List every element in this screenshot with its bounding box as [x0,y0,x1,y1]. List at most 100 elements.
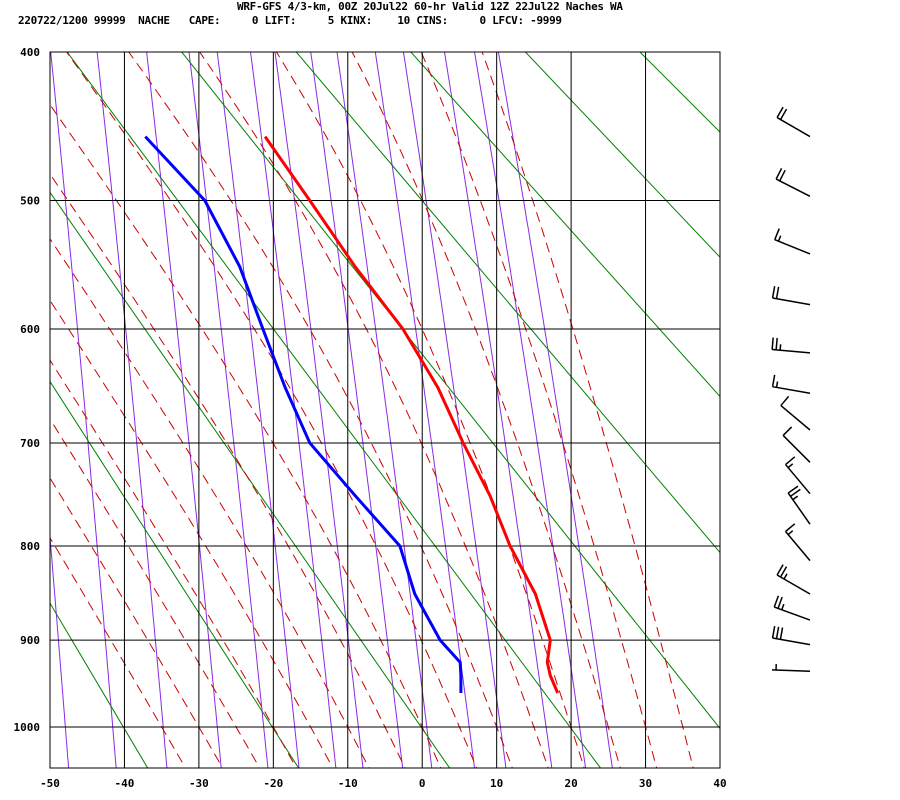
temperature-profile-line [263,135,560,694]
wind-barb-staff [772,385,811,395]
dry-adiabat-line [50,191,451,768]
wind-barb-staff [784,531,811,562]
wind-barb-staff [776,116,811,138]
moist-adiabat-line [50,477,224,768]
wind-barb-staff [774,606,811,621]
wind-barb-staff [776,574,811,595]
mixing-ratio-line [216,52,300,768]
wind-barb-feather [790,488,801,497]
moist-adiabat-line [50,103,442,768]
x-tick-label: -20 [263,777,283,790]
mixing-ratio-line [50,52,117,768]
x-tick-label: 40 [713,777,726,790]
wind-barb-staff [772,637,811,646]
y-tick-label: 800 [20,540,40,553]
wind-barb-staff [772,297,811,306]
wind-barb-feather [779,169,786,182]
moist-adiabat-line [481,52,694,768]
wind-barb-half-feather [787,530,794,536]
chart-title: WRF-GFS 4/3-km, 00Z 20Jul22 60-hr Valid … [237,0,623,13]
mixing-ratio-line [336,52,433,768]
mixing-ratio-line [310,52,404,768]
grid [49,51,721,769]
wind-barb-feather [785,523,796,533]
wind-barb-feather [771,626,776,639]
wind-barb-half-feather [781,603,785,611]
wind-barb-staff [772,348,811,354]
dry-adiabat-line [410,52,720,398]
moist-adiabat-line [50,359,297,768]
wind-barb-feather [776,106,784,118]
y-tick-label: 1000 [14,721,41,734]
mixing-ratio-line [274,52,364,768]
y-tick-label: 400 [20,46,40,59]
wind-barb-feather [771,337,774,350]
dry-adiabat-line [639,52,720,133]
wind-barb-feather [776,564,784,576]
wind-barb-half-feather [775,381,779,388]
dry-adiabat-line [181,52,720,730]
moist-adiabat-line [275,52,585,768]
dry-adiabat-line [295,52,720,554]
x-tick-label: 30 [639,777,652,790]
x-tick-label: 0 [419,777,426,790]
wind-barb-staff [784,464,811,495]
wind-barb-staff [787,492,811,525]
mixing-ratio-line [249,52,337,768]
wind-barb-feather [787,485,799,494]
wind-barb-feather [773,595,780,608]
wind-barb-feather [775,286,780,299]
dry-adiabat-line [50,602,149,768]
moist-adiabat-line [65,52,478,768]
x-tick-label: -50 [40,777,60,790]
wind-barb-feather [775,626,780,639]
x-tick-label: -10 [338,777,358,790]
y-tick-label: 900 [20,634,40,647]
wind-barb-feather [785,456,796,466]
wind-barb-feather [775,168,783,180]
wind-barb-feather [780,395,790,407]
wind-barb-feather [771,374,776,387]
wind-barb-feather [782,426,793,436]
dry-adiabat-line [66,52,602,768]
x-tick-label: 10 [490,777,503,790]
x-tick-label: -40 [115,777,135,790]
moist-adiabat-line [50,299,334,768]
tick-labels: -50 -40 -30 -20 -10 0 10 20 30 40 400 500 600 700 800 9… [14,46,727,790]
wind-barb-feather [775,337,778,350]
moist-adiabat-line [128,52,513,768]
dewpoint-profile-line [144,135,463,693]
dry-adiabat-line [524,52,720,258]
moist-adiabat-line [199,52,549,768]
mixing-ratio-line [146,52,222,768]
mixing-ratio-line [473,52,587,768]
mixing-ratio-line [402,52,507,768]
y-tick-label: 500 [20,194,40,207]
dry-adiabat-line [720,19,900,776]
x-tick-label: -30 [189,777,209,790]
sounding-stats: 220722/1200 99999 NACHE CAPE: 0 LIFT: 5 … [18,14,562,27]
mixing-ratio-line [497,52,613,768]
wind-barb-feather [774,228,780,240]
background-lines [50,19,900,776]
wind-barb-feather [779,108,788,120]
wind-barb-feather [779,627,784,640]
wind-barbs [771,106,811,673]
wind-barb-feather [779,566,788,578]
dry-adiabat-line [50,380,300,768]
wind-barb-half-feather [783,573,788,580]
wind-barb-staff [774,238,811,255]
mixing-ratio-line [188,52,269,768]
wind-barb-staff [780,405,811,431]
wind-barb-half-feather [777,235,782,242]
profiles [144,135,560,694]
wind-barb-staff [782,434,811,463]
dry-adiabat-line [833,19,900,776]
mixing-ratio-line [96,52,168,768]
mixing-ratio-line [443,52,553,768]
y-tick-label: 700 [20,437,40,450]
moist-adiabat-line [420,52,658,768]
wind-barb-feather [771,286,776,299]
wind-barb-half-feather [787,463,794,469]
plot-frame [49,51,721,769]
